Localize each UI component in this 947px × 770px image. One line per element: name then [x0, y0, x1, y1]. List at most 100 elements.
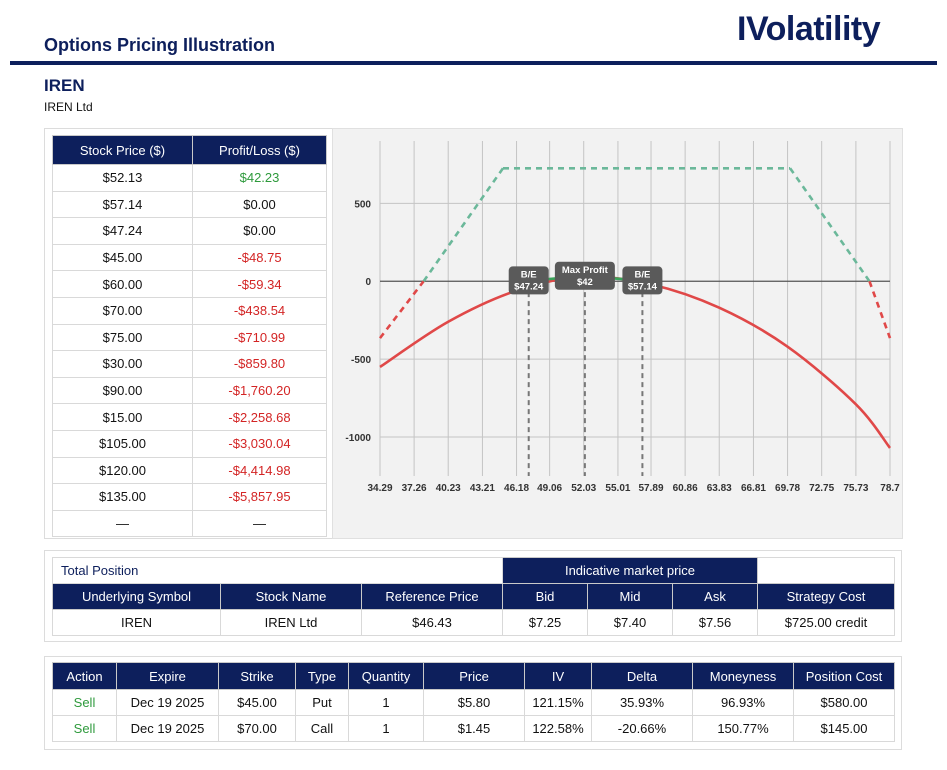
col-mid: Mid: [587, 583, 673, 610]
pl-row: $90.00 -$1,760.20: [52, 376, 327, 405]
leg-quantity: 1: [348, 715, 424, 742]
col-reference-price: Reference Price: [361, 583, 503, 610]
pl-value-cell: -$710.99: [192, 323, 327, 352]
pl-row: $47.24 $0.00: [52, 217, 327, 245]
pl-value-cell: $0.00: [192, 217, 327, 245]
col-iv: IV: [524, 662, 592, 690]
brand-logo: IVolatility: [737, 10, 881, 48]
col-underlying-symbol: Underlying Symbol: [52, 583, 221, 610]
pl-row: $52.13 $42.23: [52, 164, 327, 192]
payoff-chart-panel: 34.29 37.26 40.23 43.21 46.18 49.06 52.03 55.01…: [332, 128, 903, 539]
legs-table: Action Expire Strike Type Quantity Price…: [52, 662, 895, 742]
pl-value-cell: -$59.34: [192, 270, 327, 298]
leg-price: $1.45: [423, 715, 525, 742]
leg-row: Sell Dec 19 2025 $70.00 Call 1 $1.45 122.58% -2…: [52, 715, 895, 742]
leg-iv: 121.15%: [524, 689, 592, 716]
company-name: IREN Ltd: [44, 100, 93, 114]
annotation-value: $42: [577, 277, 593, 288]
position-cell: $7.56: [672, 609, 758, 636]
pl-value-cell: $42.23: [192, 164, 327, 192]
pl-row: $75.00 -$710.99: [52, 323, 327, 352]
col-position-cost: Position Cost: [793, 662, 895, 690]
pl-row: $105.00 -$3,030.04: [52, 429, 327, 458]
col-price: Price: [423, 662, 525, 690]
pl-value-cell: -$2,258.68: [192, 403, 327, 431]
leg-strike: $45.00: [218, 689, 296, 716]
position-cell: $725.00 credit: [757, 609, 895, 636]
col-strategy-cost: Strategy Cost: [757, 583, 895, 610]
annotation-tag: [508, 266, 549, 295]
x-tick-label: 78.7: [880, 483, 900, 494]
leg-position-cost: $145.00: [793, 715, 895, 742]
col-bid: Bid: [502, 583, 588, 610]
pl-value-cell: -$859.80: [192, 350, 327, 378]
annotation-tag: [622, 266, 663, 295]
x-tick-label: 75.73: [843, 483, 868, 494]
leg-action: Sell: [52, 715, 117, 742]
pl-row: $70.00 -$438.54: [52, 296, 327, 325]
col-action: Action: [52, 662, 117, 690]
leg-delta: -20.66%: [591, 715, 693, 742]
pl-row: $120.00 -$4,414.98: [52, 456, 327, 485]
x-tick-label: 69.78: [775, 483, 800, 494]
col-strike: Strike: [218, 662, 296, 690]
col-delta: Delta: [591, 662, 693, 690]
legs-panel: Action Expire Strike Type Quantity Price…: [44, 656, 902, 750]
x-tick-label: 40.23: [436, 483, 461, 494]
leg-expire: Dec 19 2025: [116, 715, 219, 742]
market-price-label: Indicative market price: [502, 557, 758, 584]
pl-price-cell: —: [52, 509, 193, 538]
x-tick-label: 52.03: [571, 483, 596, 494]
blank-cell: [757, 557, 895, 584]
leg-price: $5.80: [423, 689, 525, 716]
col-expire: Expire: [116, 662, 219, 690]
x-tick-label: 37.26: [402, 483, 427, 494]
annotation-tag: [554, 261, 615, 290]
pl-price-cell: $57.14: [52, 190, 193, 219]
col-ask: Ask: [672, 583, 758, 610]
payoff-chart: 34.29 37.26 40.23 43.21 46.18 49.06 52.03 55.01…: [345, 141, 900, 494]
pl-price-cell: $45.00: [52, 243, 193, 272]
x-tick-label: 66.81: [741, 483, 766, 494]
pl-row: $60.00 -$59.34: [52, 270, 327, 298]
leg-strike: $70.00: [218, 715, 296, 742]
annotation-value: $47.24: [514, 281, 544, 292]
pl-row: $30.00 -$859.80: [52, 350, 327, 378]
annotation-value: $57.14: [628, 281, 658, 292]
pl-price-cell: $75.00: [52, 323, 193, 352]
pl-value-cell: -$4,414.98: [192, 456, 327, 485]
pl-row: $57.14 $0.00: [52, 190, 327, 219]
pl-row: $15.00 -$2,258.68: [52, 403, 327, 431]
y-tick-label: 500: [354, 199, 371, 210]
pl-value-cell: $0.00: [192, 190, 327, 219]
leg-action: Sell: [52, 689, 117, 716]
y-tick-label: -500: [351, 355, 371, 366]
annotation-label: B/E: [634, 269, 650, 280]
annotation-label: Max Profit: [562, 265, 609, 276]
x-tick-label: 72.75: [809, 483, 834, 494]
x-tick-label: 60.86: [673, 483, 698, 494]
position-cell: $46.43: [361, 609, 503, 636]
expiration-pl-line: [422, 167, 505, 282]
leg-position-cost: $580.00: [793, 689, 895, 716]
col-stock-name: Stock Name: [220, 583, 362, 610]
col-quantity: Quantity: [348, 662, 424, 690]
col-type: Type: [295, 662, 349, 690]
leg-type: Put: [295, 689, 349, 716]
total-position-panel: Total Position Indicative market price U…: [44, 550, 902, 642]
pl-price-cell: $47.24: [52, 217, 193, 245]
x-tick-label: 63.83: [707, 483, 732, 494]
pl-price-cell: $90.00: [52, 376, 193, 405]
page-title: Options Pricing Illustration: [44, 35, 276, 55]
y-tick-label: -1000: [345, 433, 371, 444]
pl-price-cell: $70.00: [52, 296, 193, 325]
pl-price-cell: $15.00: [52, 403, 193, 431]
pl-price-cell: $120.00: [52, 456, 193, 485]
pl-row: — —: [52, 509, 327, 538]
pl-value-cell: -$48.75: [192, 243, 327, 272]
leg-row: Sell Dec 19 2025 $45.00 Put 1 $5.80 121.15% 35.…: [52, 689, 895, 716]
y-tick-label: 0: [365, 277, 371, 288]
pl-price-cell: $30.00: [52, 350, 193, 378]
x-tick-label: 43.21: [470, 483, 495, 494]
pl-table: Stock Price ($) Profit/Loss ($) $52.13 $4…: [52, 135, 327, 538]
